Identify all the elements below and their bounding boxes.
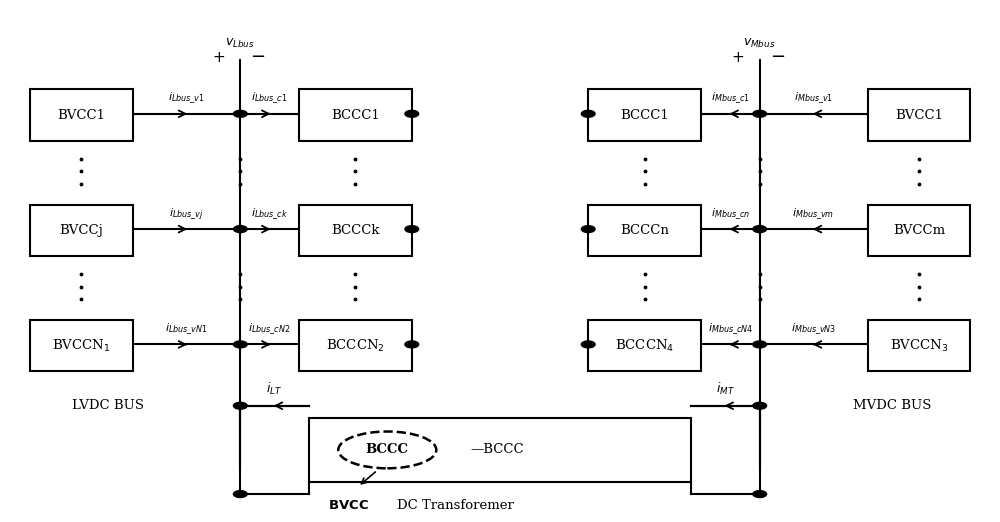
FancyBboxPatch shape [588,205,701,256]
Text: $v_{Mbus}$: $v_{Mbus}$ [743,37,776,50]
Text: $i_{Lbus\_vN1}$: $i_{Lbus\_vN1}$ [165,322,208,337]
Text: $v_{Lbus}$: $v_{Lbus}$ [225,37,255,50]
Text: MVDC BUS: MVDC BUS [853,399,931,412]
FancyBboxPatch shape [30,89,132,141]
Text: BCCCn: BCCCn [620,224,669,237]
Text: —BCCC: —BCCC [471,443,524,456]
Text: $\mathbf{BVCC}$: $\mathbf{BVCC}$ [328,499,369,512]
Text: LVDC BUS: LVDC BUS [72,399,144,412]
Text: BVCCN$_1$: BVCCN$_1$ [52,338,110,354]
Circle shape [233,402,247,409]
FancyBboxPatch shape [588,320,701,372]
Text: DC Transforemer: DC Transforemer [397,499,514,512]
FancyBboxPatch shape [299,320,412,372]
Text: BCCCN$_2$: BCCCN$_2$ [326,338,385,354]
Text: $i_{Lbus\_v1}$: $i_{Lbus\_v1}$ [168,91,205,106]
Text: +: + [732,50,745,65]
FancyBboxPatch shape [868,320,970,372]
Text: $i_{Mbus\_vm}$: $i_{Mbus\_vm}$ [792,206,835,222]
Circle shape [581,110,595,117]
Circle shape [753,110,767,117]
FancyBboxPatch shape [299,89,412,141]
Text: BVCCN$_3$: BVCCN$_3$ [890,338,948,354]
Text: $i_{MT}$: $i_{MT}$ [716,381,735,397]
Circle shape [581,226,595,232]
Text: $i_{Mbus\_vN3}$: $i_{Mbus\_vN3}$ [791,322,836,337]
Text: $i_{Mbus\_v1}$: $i_{Mbus\_v1}$ [794,91,833,106]
FancyBboxPatch shape [588,89,701,141]
Text: $i_{Lbus\_cN2}$: $i_{Lbus\_cN2}$ [248,322,291,337]
Text: $i_{Mbus\_cN4}$: $i_{Mbus\_cN4}$ [708,322,753,337]
FancyBboxPatch shape [309,418,691,482]
FancyBboxPatch shape [30,320,132,372]
Text: $i_{Lbus\_ck}$: $i_{Lbus\_ck}$ [251,206,288,222]
Circle shape [405,341,419,348]
Text: BVCC1: BVCC1 [57,109,105,122]
Text: $i_{Lbus\_vj}$: $i_{Lbus\_vj}$ [169,206,204,222]
Circle shape [581,341,595,348]
Text: $i_{Mbus\_cn}$: $i_{Mbus\_cn}$ [711,206,750,222]
Text: $i_{Mbus\_c1}$: $i_{Mbus\_c1}$ [711,91,750,106]
Text: BVCC1: BVCC1 [895,109,943,122]
FancyBboxPatch shape [868,205,970,256]
FancyBboxPatch shape [30,205,132,256]
Ellipse shape [338,432,436,468]
Text: −: − [250,49,266,66]
Circle shape [753,226,767,232]
Text: −: − [770,49,785,66]
Text: BCCCk: BCCCk [331,224,380,237]
Circle shape [233,491,247,497]
Text: BCCC1: BCCC1 [620,109,669,122]
Text: BCCC: BCCC [366,443,409,456]
Circle shape [233,110,247,117]
FancyBboxPatch shape [299,205,412,256]
Text: +: + [212,50,225,65]
Circle shape [753,402,767,409]
Text: $i_{LT}$: $i_{LT}$ [266,381,283,397]
Circle shape [233,226,247,232]
Text: BVCCm: BVCCm [893,224,945,237]
Circle shape [405,226,419,232]
Circle shape [233,341,247,348]
Circle shape [753,341,767,348]
Text: BCCCN$_4$: BCCCN$_4$ [615,338,674,354]
Text: BVCCj: BVCCj [59,224,103,237]
Text: BCCC1: BCCC1 [331,109,380,122]
FancyBboxPatch shape [868,89,970,141]
Circle shape [405,110,419,117]
Text: $i_{Lbus\_c1}$: $i_{Lbus\_c1}$ [251,91,288,106]
Circle shape [753,491,767,497]
